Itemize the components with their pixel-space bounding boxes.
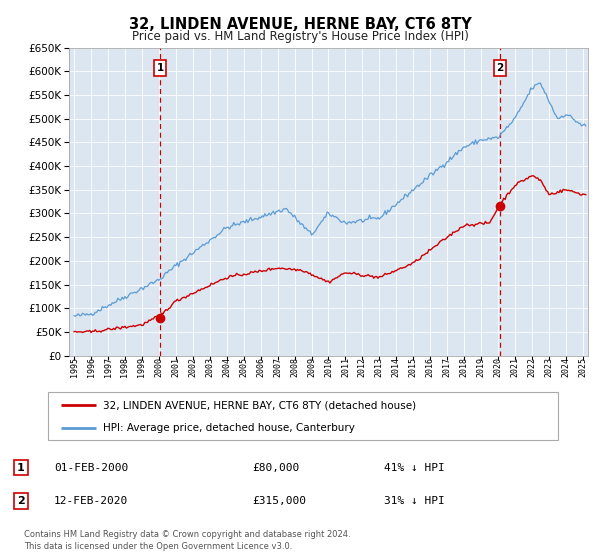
Text: 2004: 2004 — [222, 357, 231, 377]
Text: HPI: Average price, detached house, Canterbury: HPI: Average price, detached house, Cant… — [103, 423, 355, 433]
Text: 41% ↓ HPI: 41% ↓ HPI — [384, 463, 445, 473]
Text: 2009: 2009 — [307, 357, 316, 377]
Text: 2014: 2014 — [392, 357, 401, 377]
Text: 2023: 2023 — [544, 357, 553, 377]
Text: 1995: 1995 — [70, 357, 79, 377]
Text: 2021: 2021 — [511, 357, 520, 377]
Text: 2000: 2000 — [154, 357, 163, 377]
Text: 32, LINDEN AVENUE, HERNE BAY, CT6 8TY: 32, LINDEN AVENUE, HERNE BAY, CT6 8TY — [128, 17, 472, 32]
Text: 1998: 1998 — [121, 357, 130, 377]
FancyBboxPatch shape — [48, 392, 558, 440]
Text: 1997: 1997 — [104, 357, 113, 377]
Text: 2025: 2025 — [578, 357, 587, 377]
Text: 2011: 2011 — [341, 357, 350, 377]
Text: This data is licensed under the Open Government Licence v3.0.: This data is licensed under the Open Gov… — [24, 542, 292, 550]
Text: 2012: 2012 — [358, 357, 367, 377]
Text: 2006: 2006 — [256, 357, 265, 377]
Text: 32, LINDEN AVENUE, HERNE BAY, CT6 8TY (detached house): 32, LINDEN AVENUE, HERNE BAY, CT6 8TY (d… — [103, 400, 416, 410]
Text: 31% ↓ HPI: 31% ↓ HPI — [384, 496, 445, 506]
Text: 2019: 2019 — [476, 357, 485, 377]
Text: £315,000: £315,000 — [252, 496, 306, 506]
Text: £80,000: £80,000 — [252, 463, 299, 473]
Text: 2: 2 — [497, 63, 504, 73]
Text: 2015: 2015 — [409, 357, 418, 377]
Text: Contains HM Land Registry data © Crown copyright and database right 2024.: Contains HM Land Registry data © Crown c… — [24, 530, 350, 539]
Text: 2: 2 — [17, 496, 25, 506]
Text: 1999: 1999 — [137, 357, 146, 377]
Text: 12-FEB-2020: 12-FEB-2020 — [54, 496, 128, 506]
Text: 2003: 2003 — [205, 357, 214, 377]
Text: 2005: 2005 — [239, 357, 248, 377]
Text: 2007: 2007 — [273, 357, 282, 377]
Text: Price paid vs. HM Land Registry's House Price Index (HPI): Price paid vs. HM Land Registry's House … — [131, 30, 469, 43]
Text: 1: 1 — [17, 463, 25, 473]
Text: 01-FEB-2000: 01-FEB-2000 — [54, 463, 128, 473]
Text: 2024: 2024 — [562, 357, 571, 377]
Text: 2001: 2001 — [172, 357, 181, 377]
Text: 2022: 2022 — [527, 357, 536, 377]
Text: 1996: 1996 — [86, 357, 95, 377]
Text: 1: 1 — [157, 63, 164, 73]
Text: 2002: 2002 — [188, 357, 197, 377]
Text: 2010: 2010 — [324, 357, 333, 377]
Text: 2018: 2018 — [460, 357, 469, 377]
Text: 2016: 2016 — [426, 357, 435, 377]
Text: 2013: 2013 — [375, 357, 384, 377]
Text: 2017: 2017 — [443, 357, 452, 377]
Text: 2020: 2020 — [494, 357, 503, 377]
Text: 2008: 2008 — [290, 357, 299, 377]
